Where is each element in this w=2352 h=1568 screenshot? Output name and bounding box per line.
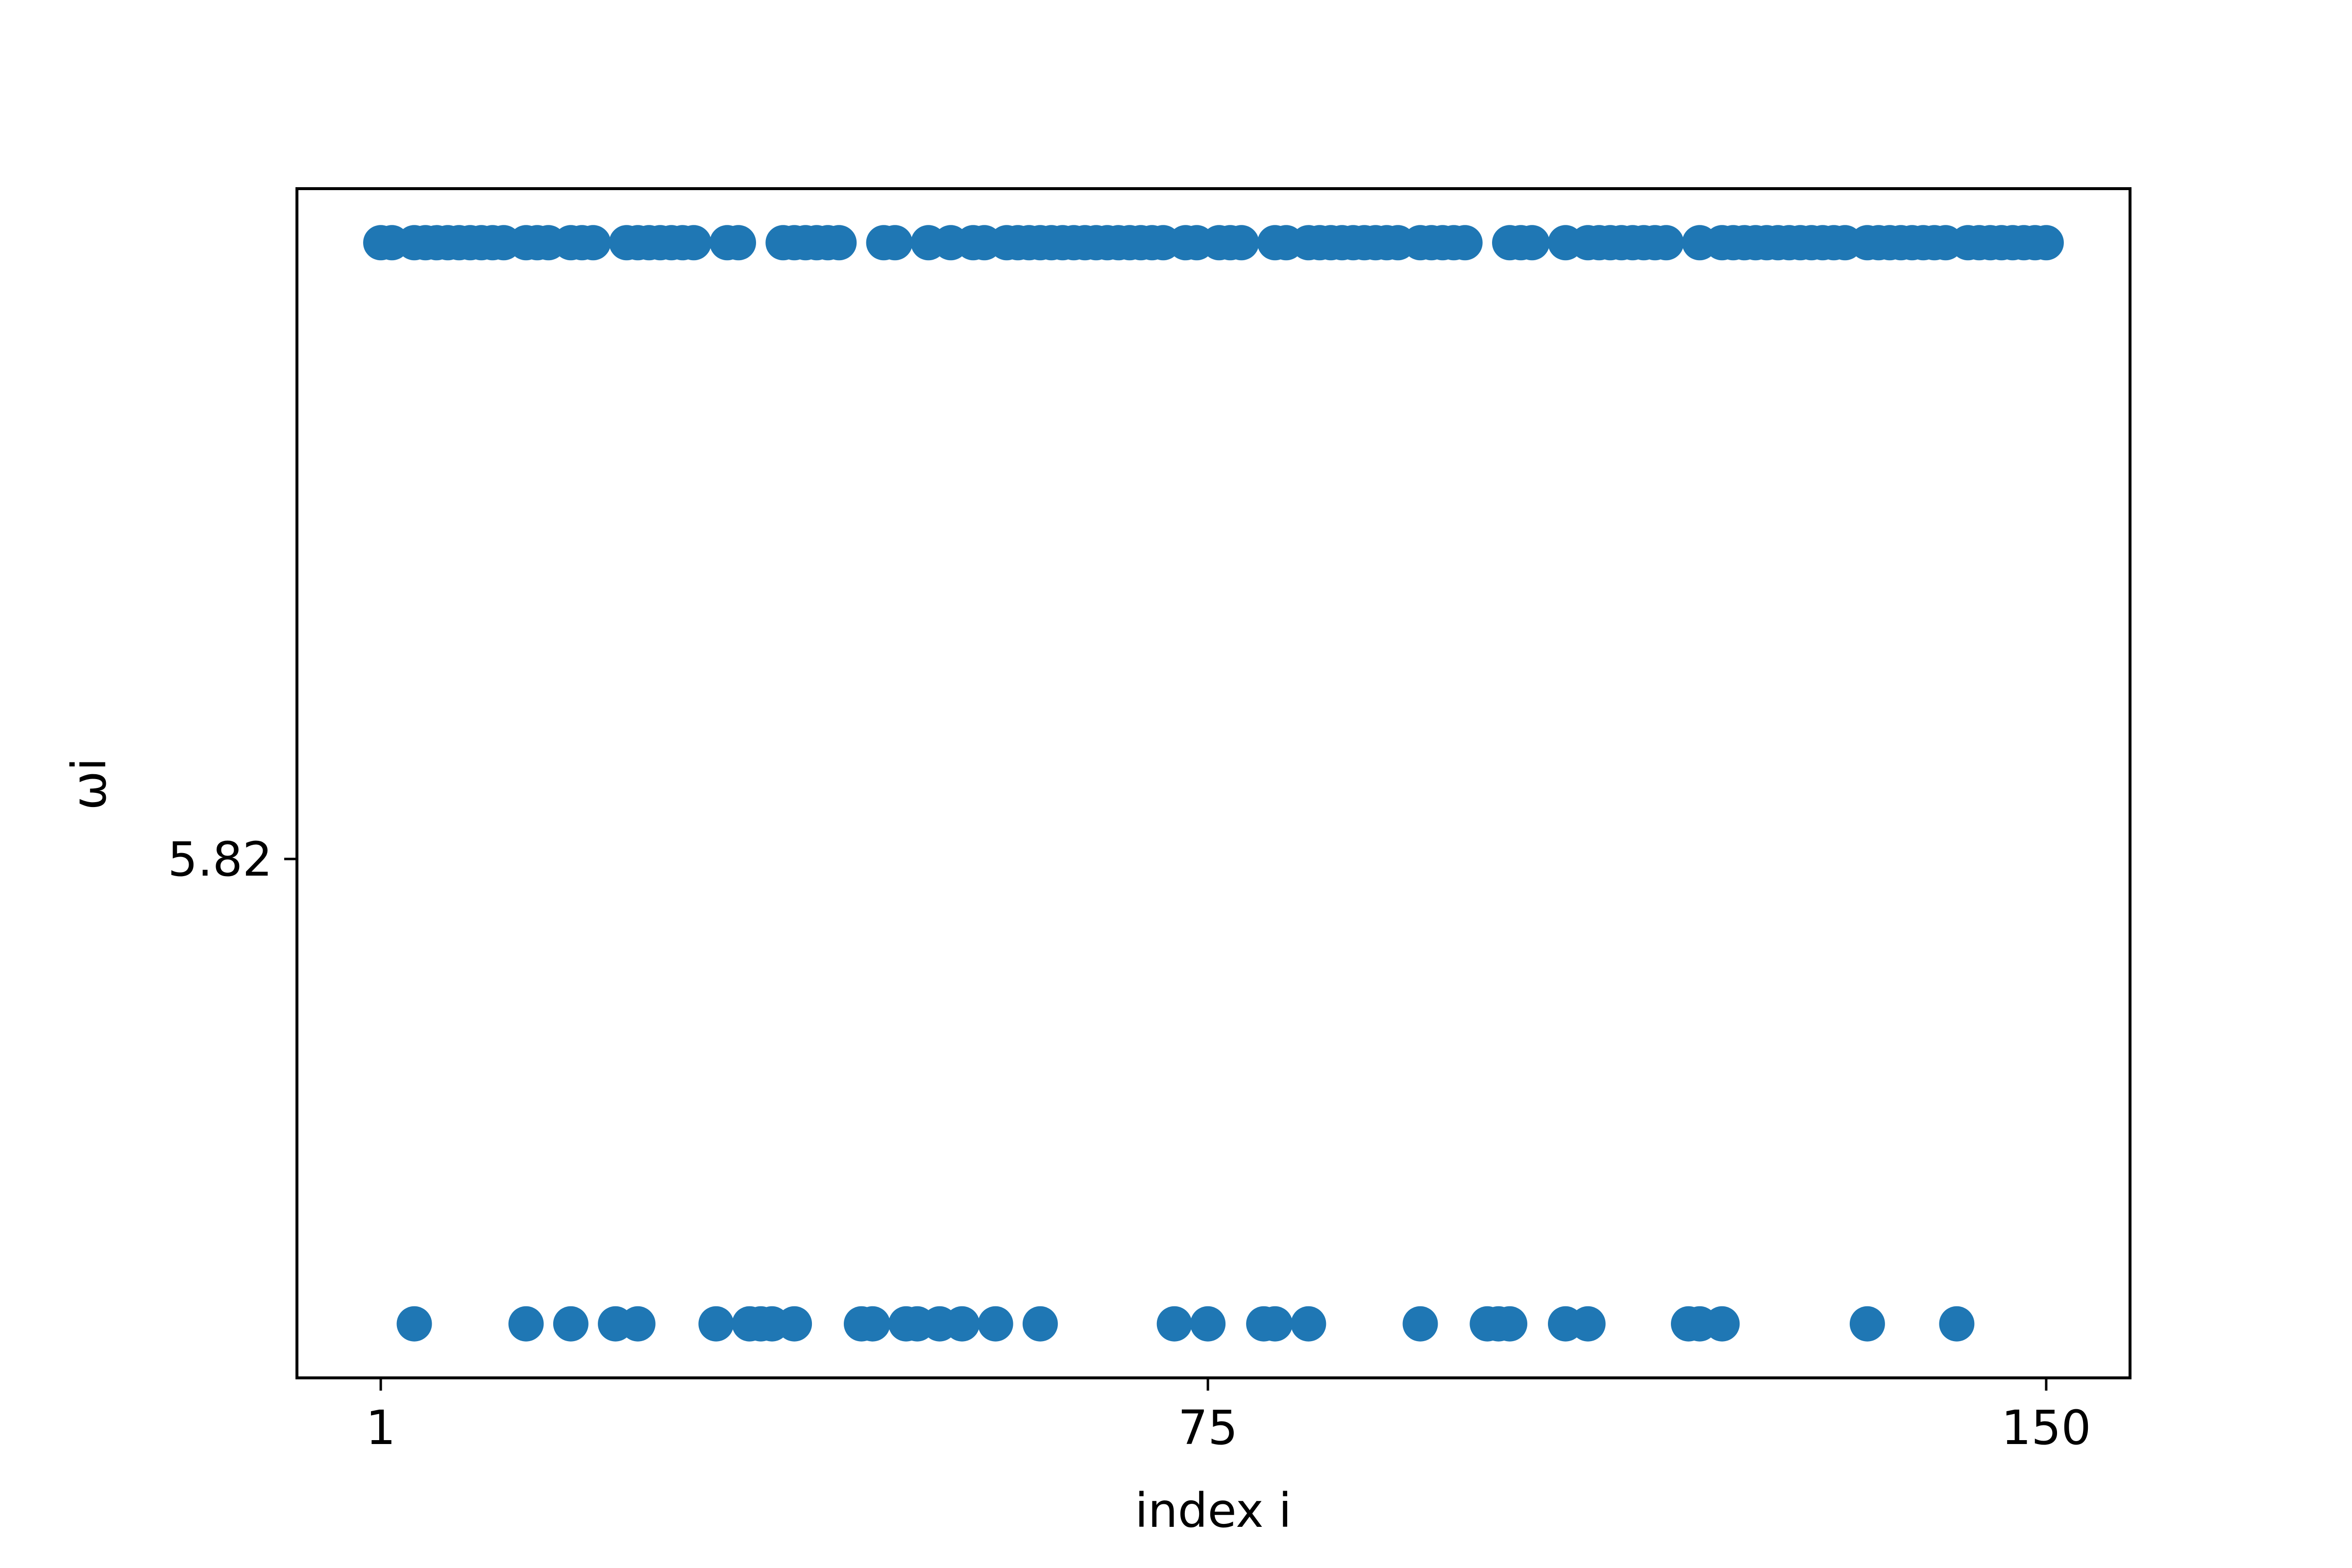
data-point	[1291, 1306, 1326, 1342]
y-axis-label: ωi	[62, 758, 117, 810]
data-point	[2028, 225, 2064, 261]
data-point	[1224, 225, 1259, 261]
data-point	[1447, 225, 1483, 261]
data-point	[1156, 1306, 1192, 1342]
x-tick-label: 150	[2001, 1400, 2091, 1455]
data-point	[553, 1306, 588, 1342]
data-point	[1939, 1306, 1975, 1342]
data-point	[1849, 1306, 1885, 1342]
data-point	[721, 225, 756, 261]
data-point	[1648, 225, 1684, 261]
data-point	[676, 225, 711, 261]
data-point	[877, 225, 913, 261]
data-point	[777, 1306, 812, 1342]
x-axis-ticks: 1 75 150	[366, 1378, 2091, 1455]
data-point	[1402, 1306, 1438, 1342]
data-point	[1257, 1306, 1293, 1342]
y-tick-label: 5.82	[168, 832, 272, 887]
data-point	[1022, 1306, 1058, 1342]
x-axis-label: index i	[1135, 1483, 1292, 1538]
data-point	[855, 1306, 890, 1342]
data-point	[978, 1306, 1013, 1342]
data-point	[698, 1306, 734, 1342]
data-point	[1514, 225, 1550, 261]
x-tick-label: 1	[366, 1400, 396, 1455]
data-point	[1190, 1306, 1226, 1342]
data-point	[620, 1306, 656, 1342]
data-point	[508, 1306, 544, 1342]
data-points	[363, 225, 2064, 1342]
data-point	[1492, 1306, 1527, 1342]
plot-frame	[295, 187, 2132, 1379]
x-tick-label: 75	[1178, 1400, 1238, 1455]
data-point	[575, 225, 611, 261]
data-point	[396, 1306, 432, 1342]
y-axis-ticks: 5.82	[168, 832, 297, 887]
data-point	[1570, 1306, 1606, 1342]
data-point	[944, 1306, 980, 1342]
data-point	[1704, 1306, 1740, 1342]
data-point	[821, 225, 857, 261]
